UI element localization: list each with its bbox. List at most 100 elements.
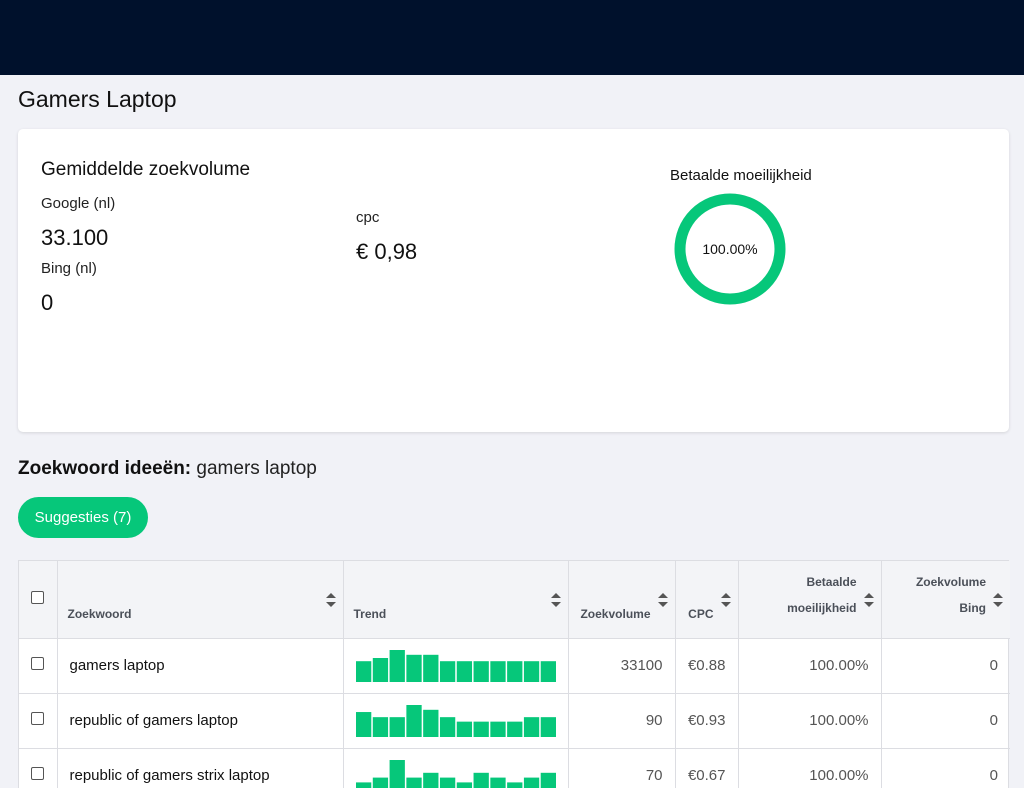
column-header-bing-label-1: Zoekvolume <box>915 574 986 589</box>
top-navigation-bar <box>0 0 1024 75</box>
trend-bar <box>439 716 455 737</box>
trend-bar <box>473 772 489 788</box>
trend-bar <box>405 654 422 682</box>
table-header-row: Zoekwoord Trend Zoekvolume CPC Betaalde <box>19 561 1010 639</box>
trend-sparkline <box>355 704 556 737</box>
trend-bar <box>540 660 556 682</box>
select-all-header <box>19 561 58 639</box>
row-checkbox[interactable] <box>31 767 45 780</box>
column-header-difficulty[interactable]: Betaalde moeilijkheid <box>738 561 882 639</box>
difficulty-gauge-value: 100.00% <box>702 241 758 257</box>
column-header-bing-volume[interactable]: Zoekvolume Bing <box>881 561 1010 639</box>
column-header-cpc-label: CPC <box>688 606 714 621</box>
trend-bar <box>506 721 522 737</box>
trend-bar <box>456 660 472 682</box>
column-header-bing-label-2: Bing <box>959 600 986 615</box>
trend-bar <box>523 660 539 682</box>
column-header-volume[interactable]: Zoekvolume <box>568 561 676 639</box>
trend-bar <box>355 781 371 788</box>
column-header-difficulty-label-1: Betaalde <box>806 574 857 589</box>
trend-bar <box>405 704 422 737</box>
bing-volume-cell: 0 <box>881 693 1010 749</box>
trend-bar <box>489 777 506 788</box>
row-select-cell <box>19 748 58 788</box>
trend-cell <box>343 638 569 694</box>
keyword-cell: gamers laptop <box>57 638 344 694</box>
trend-bar <box>422 772 438 788</box>
cpc-label: cpc <box>356 209 380 226</box>
row-select-cell <box>19 693 58 749</box>
difficulty-cell: 100.00% <box>738 748 882 788</box>
trend-bar <box>456 721 472 737</box>
difficulty-gauge <box>674 193 786 305</box>
trend-bar <box>355 711 371 737</box>
cpc-cell: €0.67 <box>675 748 739 788</box>
trend-bar <box>405 777 422 788</box>
keyword-ideas-title: Zoekwoord ideeën: gamers laptop <box>18 458 317 480</box>
bing-volume-cell: 0 <box>881 748 1010 788</box>
keyword-ideas-query: gamers laptop <box>196 458 317 479</box>
sort-icon[interactable] <box>863 593 874 607</box>
trend-bar <box>523 716 539 737</box>
sort-icon[interactable] <box>550 593 561 607</box>
bing-volume-cell: 0 <box>881 638 1010 694</box>
trend-bar <box>473 660 489 682</box>
column-header-difficulty-label-2: moeilijkheid <box>787 600 857 615</box>
sort-icon[interactable] <box>993 593 1003 607</box>
column-header-trend[interactable]: Trend <box>343 561 569 639</box>
trend-bar <box>389 649 405 682</box>
trend-bar <box>389 759 405 788</box>
trend-bar <box>456 781 472 788</box>
bing-volume-value: 0 <box>41 290 54 315</box>
page-title: Gamers Laptop <box>18 86 177 112</box>
keyword-ideas-table: Zoekwoord Trend Zoekvolume CPC Betaalde <box>18 560 1010 788</box>
search-volume-title: Gemiddelde zoekvolume <box>41 159 251 180</box>
table-row[interactable]: gamers laptop 33100 €0.88 100.00% 0 <box>19 638 1010 694</box>
row-select-cell <box>19 638 58 694</box>
volume-cell: 90 <box>568 693 676 749</box>
trend-bar <box>372 657 388 682</box>
column-header-keyword-label: Zoekwoord <box>67 606 132 621</box>
cpc-cell: €0.93 <box>675 693 739 749</box>
trend-bar <box>506 660 522 682</box>
trend-bar <box>372 716 388 737</box>
trend-bar <box>489 660 506 682</box>
row-checkbox[interactable] <box>31 657 45 670</box>
select-all-checkbox[interactable] <box>31 591 45 605</box>
row-checkbox[interactable] <box>31 712 45 725</box>
trend-bar <box>523 777 539 788</box>
trend-bar <box>355 660 371 682</box>
paid-difficulty-label: Betaalde moeilijkheid <box>670 167 812 184</box>
volume-cell: 70 <box>568 748 676 788</box>
trend-bar <box>506 781 522 788</box>
trend-bar <box>372 777 388 788</box>
cpc-cell: €0.88 <box>675 638 739 694</box>
column-header-trend-label: Trend <box>353 606 387 621</box>
trend-cell <box>343 748 569 788</box>
suggestions-button[interactable]: Suggesties (7) <box>18 497 148 538</box>
table-row[interactable]: republic of gamers laptop 90 €0.93 100.0… <box>19 693 1010 749</box>
sort-icon[interactable] <box>657 593 668 607</box>
cpc-value: € 0,98 <box>356 239 418 264</box>
trend-bar <box>473 721 489 737</box>
google-volume-value: 33.100 <box>41 225 109 250</box>
google-label: Google (nl) <box>41 195 116 212</box>
column-header-cpc[interactable]: CPC <box>675 561 739 639</box>
trend-bar <box>389 716 405 737</box>
table-row[interactable]: republic of gamers strix laptop 70 €0.67… <box>19 748 1010 788</box>
column-header-volume-label: Zoekvolume <box>580 606 651 621</box>
bing-label: Bing (nl) <box>41 260 97 277</box>
trend-bar <box>422 654 438 682</box>
sort-icon[interactable] <box>720 593 731 607</box>
trend-bar <box>422 709 438 737</box>
trend-bar <box>540 716 556 737</box>
summary-card: Gemiddelde zoekvolume Google (nl) 33.100… <box>18 129 1009 432</box>
trend-bar <box>439 777 455 788</box>
volume-cell: 33100 <box>568 638 676 694</box>
column-header-keyword[interactable]: Zoekwoord <box>57 561 344 639</box>
trend-bar <box>439 660 455 682</box>
sort-icon[interactable] <box>325 593 336 607</box>
keyword-cell: republic of gamers strix laptop <box>57 748 344 788</box>
keyword-cell: republic of gamers laptop <box>57 693 344 749</box>
difficulty-cell: 100.00% <box>738 638 882 694</box>
